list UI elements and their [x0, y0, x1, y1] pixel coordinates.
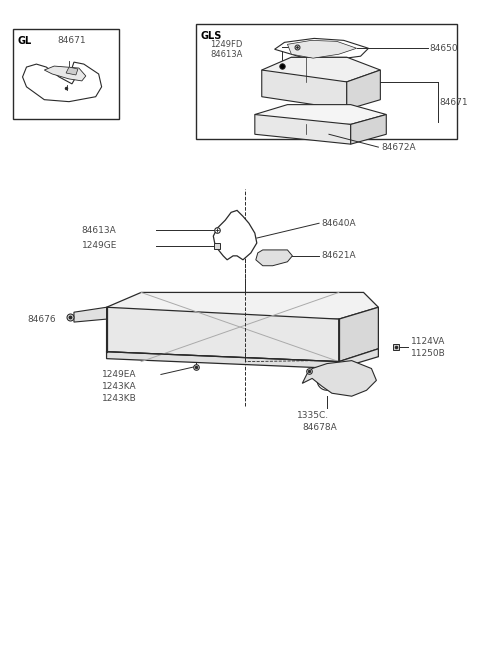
Text: 1249EA: 1249EA: [102, 370, 136, 379]
Polygon shape: [255, 114, 351, 144]
Bar: [195, 24, 457, 139]
Text: 84672A: 84672A: [381, 143, 416, 152]
Polygon shape: [339, 307, 378, 361]
Polygon shape: [302, 361, 376, 396]
Polygon shape: [351, 114, 386, 144]
Text: 1243KA: 1243KA: [102, 382, 136, 391]
Polygon shape: [213, 210, 257, 260]
Polygon shape: [256, 250, 292, 265]
Polygon shape: [275, 38, 369, 60]
Text: 1335C.: 1335C.: [297, 411, 329, 420]
Text: 84671: 84671: [440, 98, 468, 107]
Text: GL: GL: [18, 36, 32, 47]
Text: 1124VA: 1124VA: [411, 337, 445, 346]
Polygon shape: [23, 62, 102, 102]
Text: 11250B: 11250B: [411, 350, 446, 358]
Polygon shape: [347, 70, 380, 110]
Polygon shape: [107, 349, 378, 369]
Bar: [12, 28, 120, 120]
Polygon shape: [288, 40, 357, 58]
Polygon shape: [255, 104, 386, 124]
Polygon shape: [66, 67, 78, 75]
Polygon shape: [107, 292, 378, 319]
Polygon shape: [74, 307, 107, 322]
Text: 84613A: 84613A: [82, 225, 117, 235]
Polygon shape: [107, 307, 339, 361]
Text: 84650: 84650: [430, 44, 458, 53]
Text: 84613A: 84613A: [210, 50, 243, 58]
Text: 84671: 84671: [57, 36, 86, 45]
Text: 1243KB: 1243KB: [102, 394, 136, 403]
Text: 84676: 84676: [27, 315, 56, 324]
Polygon shape: [44, 66, 86, 81]
Polygon shape: [262, 57, 380, 82]
Text: 84678A: 84678A: [302, 423, 337, 432]
Text: GLS: GLS: [201, 32, 222, 41]
Text: 1249GE: 1249GE: [82, 242, 117, 250]
Text: 84640A: 84640A: [321, 219, 356, 228]
Text: 1249FD: 1249FD: [210, 40, 243, 49]
Polygon shape: [262, 70, 347, 110]
Text: 84621A: 84621A: [321, 252, 356, 260]
